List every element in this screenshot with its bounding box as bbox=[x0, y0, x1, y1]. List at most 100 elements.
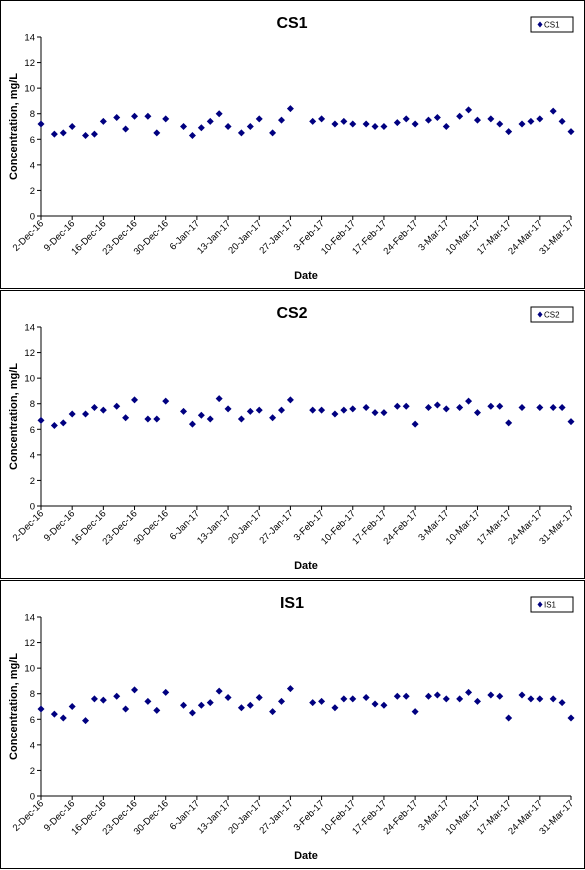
data-point-cs1 bbox=[442, 123, 450, 130]
data-point-cs1 bbox=[536, 115, 544, 123]
legend-box bbox=[530, 16, 574, 33]
data-point-cs1 bbox=[162, 115, 170, 123]
data-point-is1 bbox=[59, 714, 67, 722]
data-point-cs2 bbox=[82, 410, 90, 418]
data-point-cs2 bbox=[567, 418, 575, 426]
legend-label: IS1 bbox=[544, 601, 557, 610]
data-point-cs2 bbox=[278, 406, 286, 414]
data-point-cs2 bbox=[549, 404, 557, 412]
data-point-cs1 bbox=[527, 117, 535, 125]
data-point-is1 bbox=[50, 710, 58, 718]
data-point-cs2 bbox=[433, 401, 441, 409]
y-tick-label: 4 bbox=[30, 160, 35, 171]
chart-panel-cs1: CS1 0 2 4 6 8 10 12 14 2-Dec-16 9-Dec-16 16-Dec-16 2… bbox=[0, 0, 585, 289]
data-point-is1 bbox=[206, 699, 214, 707]
legend-box bbox=[530, 596, 574, 613]
data-point-cs1 bbox=[99, 117, 107, 125]
data-point-is1 bbox=[473, 697, 481, 705]
data-point-cs1 bbox=[473, 116, 481, 124]
data-point-is1 bbox=[527, 695, 535, 703]
data-point-is1 bbox=[286, 685, 294, 693]
x-axis-label: Date bbox=[294, 270, 318, 282]
data-point-is1 bbox=[37, 705, 45, 713]
data-point-cs1 bbox=[411, 120, 419, 128]
data-point-cs1 bbox=[496, 120, 504, 128]
data-point-cs2 bbox=[340, 406, 348, 414]
data-point-is1 bbox=[496, 692, 504, 700]
data-point-is1 bbox=[309, 699, 317, 707]
y-tick-label: 14 bbox=[24, 323, 35, 334]
data-point-cs2 bbox=[237, 415, 245, 423]
data-point-is1 bbox=[68, 703, 76, 710]
legend-label: CS1 bbox=[544, 21, 560, 30]
data-point-cs2 bbox=[153, 415, 161, 423]
y-tick-label: 8 bbox=[30, 399, 35, 410]
data-point-cs2 bbox=[269, 414, 277, 422]
y-axis-label: Concentration, mg/L bbox=[8, 363, 20, 470]
y-tick-label: 0 bbox=[30, 792, 35, 803]
data-point-cs1 bbox=[286, 105, 294, 113]
data-point-cs2 bbox=[37, 416, 45, 424]
data-point-is1 bbox=[153, 706, 161, 714]
x-tick-label: 31-Mar-17 bbox=[537, 218, 576, 257]
data-point-is1 bbox=[131, 686, 139, 694]
data-point-cs1 bbox=[487, 115, 495, 123]
chart-is1: IS1024681012142-Dec-169-Dec-1616-Dec-162… bbox=[8, 595, 576, 862]
data-point-cs1 bbox=[206, 117, 214, 125]
data-point-is1 bbox=[255, 694, 263, 702]
data-point-is1 bbox=[113, 692, 121, 700]
data-point-is1 bbox=[402, 692, 410, 700]
chart-cs1: CS1024681012142-Dec-169-Dec-1616-Dec-162… bbox=[8, 15, 576, 282]
data-point-cs2 bbox=[255, 406, 263, 414]
x-tick-label: 27-Jan-17 bbox=[258, 508, 296, 546]
data-point-cs2 bbox=[113, 402, 121, 410]
chart-title: CS2 bbox=[276, 305, 307, 322]
data-point-cs2 bbox=[424, 404, 432, 412]
data-point-cs1 bbox=[215, 110, 223, 118]
data-point-cs2 bbox=[402, 402, 410, 410]
legend: CS1 bbox=[530, 16, 574, 33]
data-point-cs2 bbox=[505, 419, 513, 427]
data-point-cs2 bbox=[442, 405, 450, 413]
data-point-cs1 bbox=[180, 123, 188, 130]
data-point-cs1 bbox=[50, 130, 58, 138]
data-point-cs2 bbox=[558, 404, 566, 412]
y-tick-label: 6 bbox=[30, 715, 35, 726]
y-tick-label: 14 bbox=[24, 613, 35, 624]
data-point-cs1 bbox=[37, 120, 45, 128]
data-point-cs1 bbox=[424, 116, 432, 124]
data-point-cs1 bbox=[433, 114, 441, 122]
y-tick-label: 10 bbox=[24, 664, 35, 675]
data-point-cs2 bbox=[393, 402, 401, 410]
y-tick-label: 12 bbox=[24, 348, 35, 359]
data-point-is1 bbox=[487, 691, 495, 699]
chart-cs2: CS2024681012142-Dec-169-Dec-1616-Dec-162… bbox=[8, 305, 576, 572]
data-point-cs1 bbox=[340, 117, 348, 125]
data-point-cs1 bbox=[518, 120, 526, 128]
legend-label: CS2 bbox=[544, 311, 560, 320]
data-point-is1 bbox=[99, 696, 107, 704]
data-point-is1 bbox=[215, 687, 223, 695]
data-point-cs2 bbox=[309, 406, 317, 414]
data-point-cs1 bbox=[122, 125, 130, 133]
y-tick-label: 6 bbox=[30, 135, 35, 146]
data-point-cs1 bbox=[131, 112, 139, 120]
data-point-cs1 bbox=[349, 120, 357, 128]
y-tick-label: 2 bbox=[30, 476, 35, 487]
y-tick-label: 12 bbox=[24, 638, 35, 649]
data-point-cs2 bbox=[188, 420, 196, 428]
x-tick-label: 2-Dec-16 bbox=[11, 798, 46, 833]
x-tick-label: 27-Jan-17 bbox=[258, 218, 296, 256]
data-point-cs1 bbox=[549, 107, 557, 115]
data-point-cs1 bbox=[567, 128, 575, 136]
data-point-cs1 bbox=[402, 115, 410, 123]
y-tick-label: 0 bbox=[30, 502, 35, 513]
data-point-is1 bbox=[558, 699, 566, 707]
data-point-is1 bbox=[90, 695, 98, 703]
x-tick-label: 2-Dec-16 bbox=[11, 218, 46, 253]
data-point-cs1 bbox=[465, 106, 473, 114]
data-point-cs2 bbox=[286, 396, 294, 404]
legend: IS1 bbox=[530, 596, 574, 613]
x-tick-label: 24-Feb-17 bbox=[381, 218, 420, 257]
data-point-cs1 bbox=[237, 129, 245, 137]
